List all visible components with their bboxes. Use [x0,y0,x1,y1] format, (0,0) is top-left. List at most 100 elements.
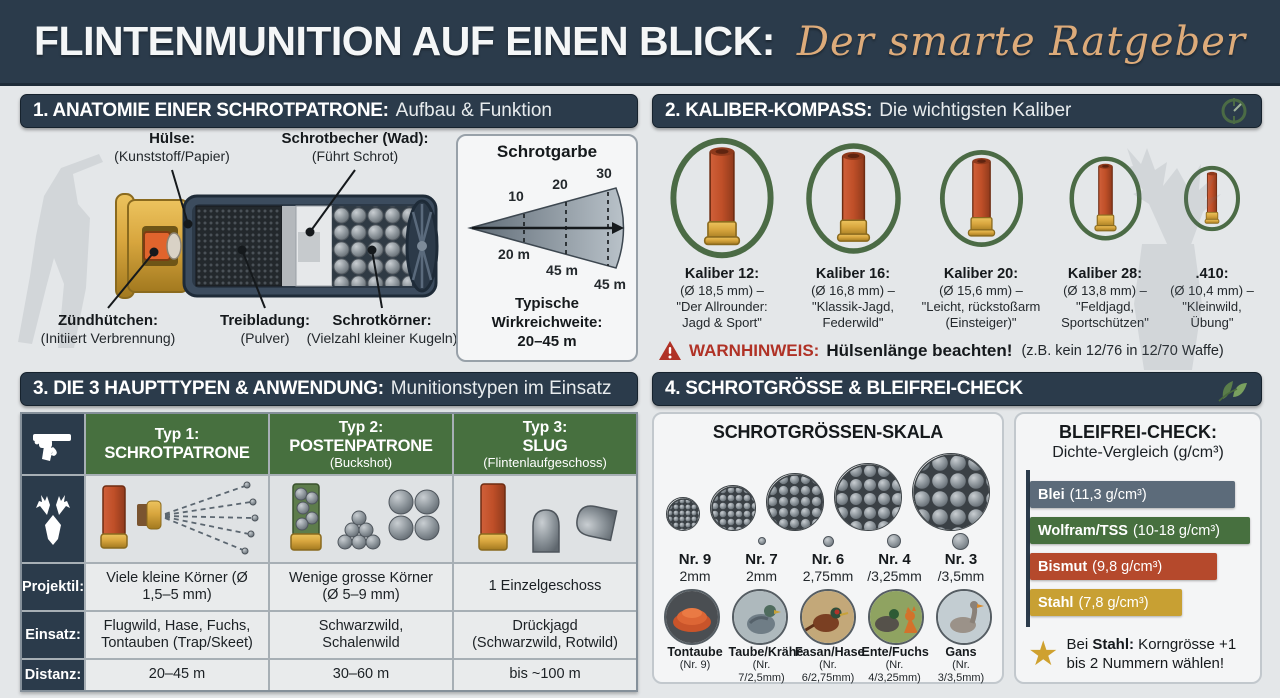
clay-pigeon-photo [664,589,720,645]
type3-header: Typ 3: SLUG (Flintenlaufgeschoss) [454,414,636,474]
label-wad: Schrotbecher (Wad): (Führt Schrot) [281,130,429,164]
distanz-typ1: 20–45 m [86,660,268,690]
section-types: 3. DIE 3 HAUPTTYPEN & ANWENDUNG: Munitio… [20,372,638,692]
animal-taube: Taube/Krähe (Nr. 7/2,5mm) [728,645,804,684]
section3-title: 3. DIE 3 HAUPTTYPEN & ANWENDUNG: [33,378,384,399]
label-shot: Schrotkörner: (Vielzahl kleiner Kugeln) [306,312,458,346]
section3-subtitle: Munitionstypen im Einsatz [390,378,612,399]
cartridge-caliber-20 [939,149,1023,247]
lead-free-title: BLEIFREI-CHECK: [1059,422,1217,442]
spread-caption: Typische Wirkreichweite: 20–45 m [491,295,603,350]
density-bars: Blei (11,3 g/cm³) Wolfram/TSS (10-18 g/cm³… [1026,470,1250,627]
section2-title: 2. KALIBER-KOMPASS: [665,100,873,121]
scope-reticle-icon [1219,96,1249,126]
pigeon-photo [732,589,788,645]
animal-gans: Gans (Nr. 3/3,5mm) [937,645,985,684]
type2-illustration [270,476,452,562]
einsatz-typ3: Drückjagd (Schwarzwild, Rotwild) [454,612,636,658]
single-pellet-row [660,531,996,551]
bar-bismut: Bismut (9,8 g/cm³) [1030,553,1217,580]
section4-title: 4. SCHROTGRÖSSE & BLEIFREI-CHECK [665,378,1023,399]
warning-note: (z.B. kein 12/76 in 12/70 Waffe) [1021,342,1224,359]
spread-tick-20m: 20 m [498,246,530,262]
section4-header: 4. SCHROTGRÖSSE & BLEIFREI-CHECK [652,372,1262,406]
size-nr7: Nr. 7 2mm [745,551,778,584]
row-label-distanz: Distanz: [22,660,84,690]
animal-ente: Ente/Fuchs (Nr. 4/3,25mm) [861,645,929,684]
type3-illustration [454,476,636,562]
distanz-typ3: bis ~100 m [454,660,636,690]
scale-title: SCHROTGRÖSSEN-SKALA [712,422,944,442]
label-primer: Zündhütchen: (Initiiert Verbrennung) [40,312,176,346]
cluster-nr6 [766,473,824,531]
header-banner: FLINTENMUNITION AUF EINEN BLICK: Der sma… [0,0,1280,86]
spread-tick-45m-b: 45 m [594,276,626,292]
revolver-icon [33,434,71,461]
spread-tick-10: 10 [508,188,524,204]
distanz-typ2: 30–60 m [270,660,452,690]
section3-header: 3. DIE 3 HAUPTTYPEN & ANWENDUNG: Munitio… [20,372,638,406]
types-table: Typ 1: SCHROTPATRONE Typ 2: POSTENPATRON… [20,412,638,692]
pheasant-photo [800,589,856,645]
caliber-row: Kaliber 12: (Ø 18,5 mm) – "Der Allrounde… [652,130,1262,331]
size-nr3: Nr. 3/3,5mm [937,551,985,584]
pellet-nr7 [758,537,766,545]
goose-photo [936,589,992,645]
pellet-nr4 [887,534,901,548]
animal-tontaube: Tontaube (Nr. 9) [667,645,723,671]
einsatz-typ1: Flugwild, Hase, Fuchs, Tontauben (Trap/S… [86,612,268,658]
caliber-16: Kaliber 16: (Ø 16,8 mm) – "Klassik-Jagd,… [793,130,913,331]
warning-label: WARNHINWEIS: [689,340,820,360]
cartridge-caliber-410 [1183,165,1241,231]
revolver-icon-cell [22,414,84,474]
projektil-typ2: Wenige grosse Körner (Ø 5–9 mm) [270,564,452,610]
cluster-nr9 [666,497,700,531]
section-shot-size: 4. SCHROTGRÖSSE & BLEIFREI-CHECK SCHROTG… [652,372,1262,690]
spread-tick-20: 20 [552,176,568,192]
type1-illustration [86,476,268,562]
buckshot-graphic [289,483,439,551]
caliber-410: .410: (Ø 10,4 mm) – "Kleinwild, Übung" [1164,130,1260,331]
section1-header: 1. ANATOMIE EINER SCHROTPATRONE: Aufbau … [20,94,638,128]
spread-tick-30: 30 [596,165,612,181]
warning-line: WARNHINWEIS: Hülsenlänge beachten! (z.B.… [652,340,1262,361]
size-nr6: Nr. 6 2,75mm [802,551,854,584]
row-label-einsatz: Einsatz: [22,612,84,658]
shot-spread-box: Schrotgarbe 10 20 30 [456,134,638,362]
cluster-nr3 [912,453,990,531]
projektil-typ3: 1 Einzelgeschoss [454,564,636,610]
spread-title: Schrotgarbe [496,142,598,161]
section1-title: 1. ANATOMIE EINER SCHROTPATRONE: [33,100,389,121]
cluster-nr7 [710,485,756,531]
einsatz-typ2: Schwarzwild, Schalenwild [270,612,452,658]
deer-icon-cell [22,476,84,562]
spread-cone-svg [467,187,625,269]
bar-stahl: Stahl (7,8 g/cm³) [1030,589,1182,616]
cluster-row [660,447,996,531]
section1-subtitle: Aufbau & Funktion [395,100,552,121]
pellet-nr6 [822,535,834,547]
label-powder: Treibladung: (Pulver) [220,312,310,346]
shot-size-panel: SCHROTGRÖSSEN-SKALA Nr. 9 2mm [652,412,1004,684]
size-nr4: Nr. 4/3,25mm [867,551,922,584]
cluster-nr4 [834,463,902,531]
section4-panels: SCHROTGRÖSSEN-SKALA Nr. 9 2mm [652,412,1262,684]
bar-blei: Blei (11,3 g/cm³) [1030,481,1235,508]
caliber-20: Kaliber 20: (Ø 15,6 mm) – "Leicht, rücks… [916,130,1046,331]
size-nr9: Nr. 9 2mm [678,551,712,584]
warning-text: Hülsenlänge beachten! [826,340,1013,360]
hunter-silhouette [18,154,103,348]
cartridge-caliber-12 [670,137,774,259]
spread-cone-diagram: 10 20 30 20 m 45 m 45 m [466,164,630,292]
section-calibers: 2. KALIBER-KOMPASS: Die wichtigsten Kali… [652,94,1262,370]
page-subtitle: Der smarte Ratgeber [796,18,1247,65]
lead-free-panel: BLEIFREI-CHECK: Dichte-Vergleich (g/cm³)… [1014,412,1262,684]
slug-graphic [477,483,618,553]
caliber-28: Kaliber 28: (Ø 13,8 mm) – "Feldjagd, Spo… [1049,130,1161,331]
section2-header: 2. KALIBER-KOMPASS: Die wichtigsten Kali… [652,94,1262,128]
row-label-projektil: Projektil: [22,564,84,610]
warning-triangle-icon [659,341,681,360]
bar-wolfram: Wolfram/TSS (10-18 g/cm³) [1030,517,1250,544]
type1-header: Typ 1: SCHROTPATRONE [86,414,268,474]
steel-note: ★ Bei Stahl: Korngrösse +1 bis 2 Nummern… [1028,635,1237,673]
